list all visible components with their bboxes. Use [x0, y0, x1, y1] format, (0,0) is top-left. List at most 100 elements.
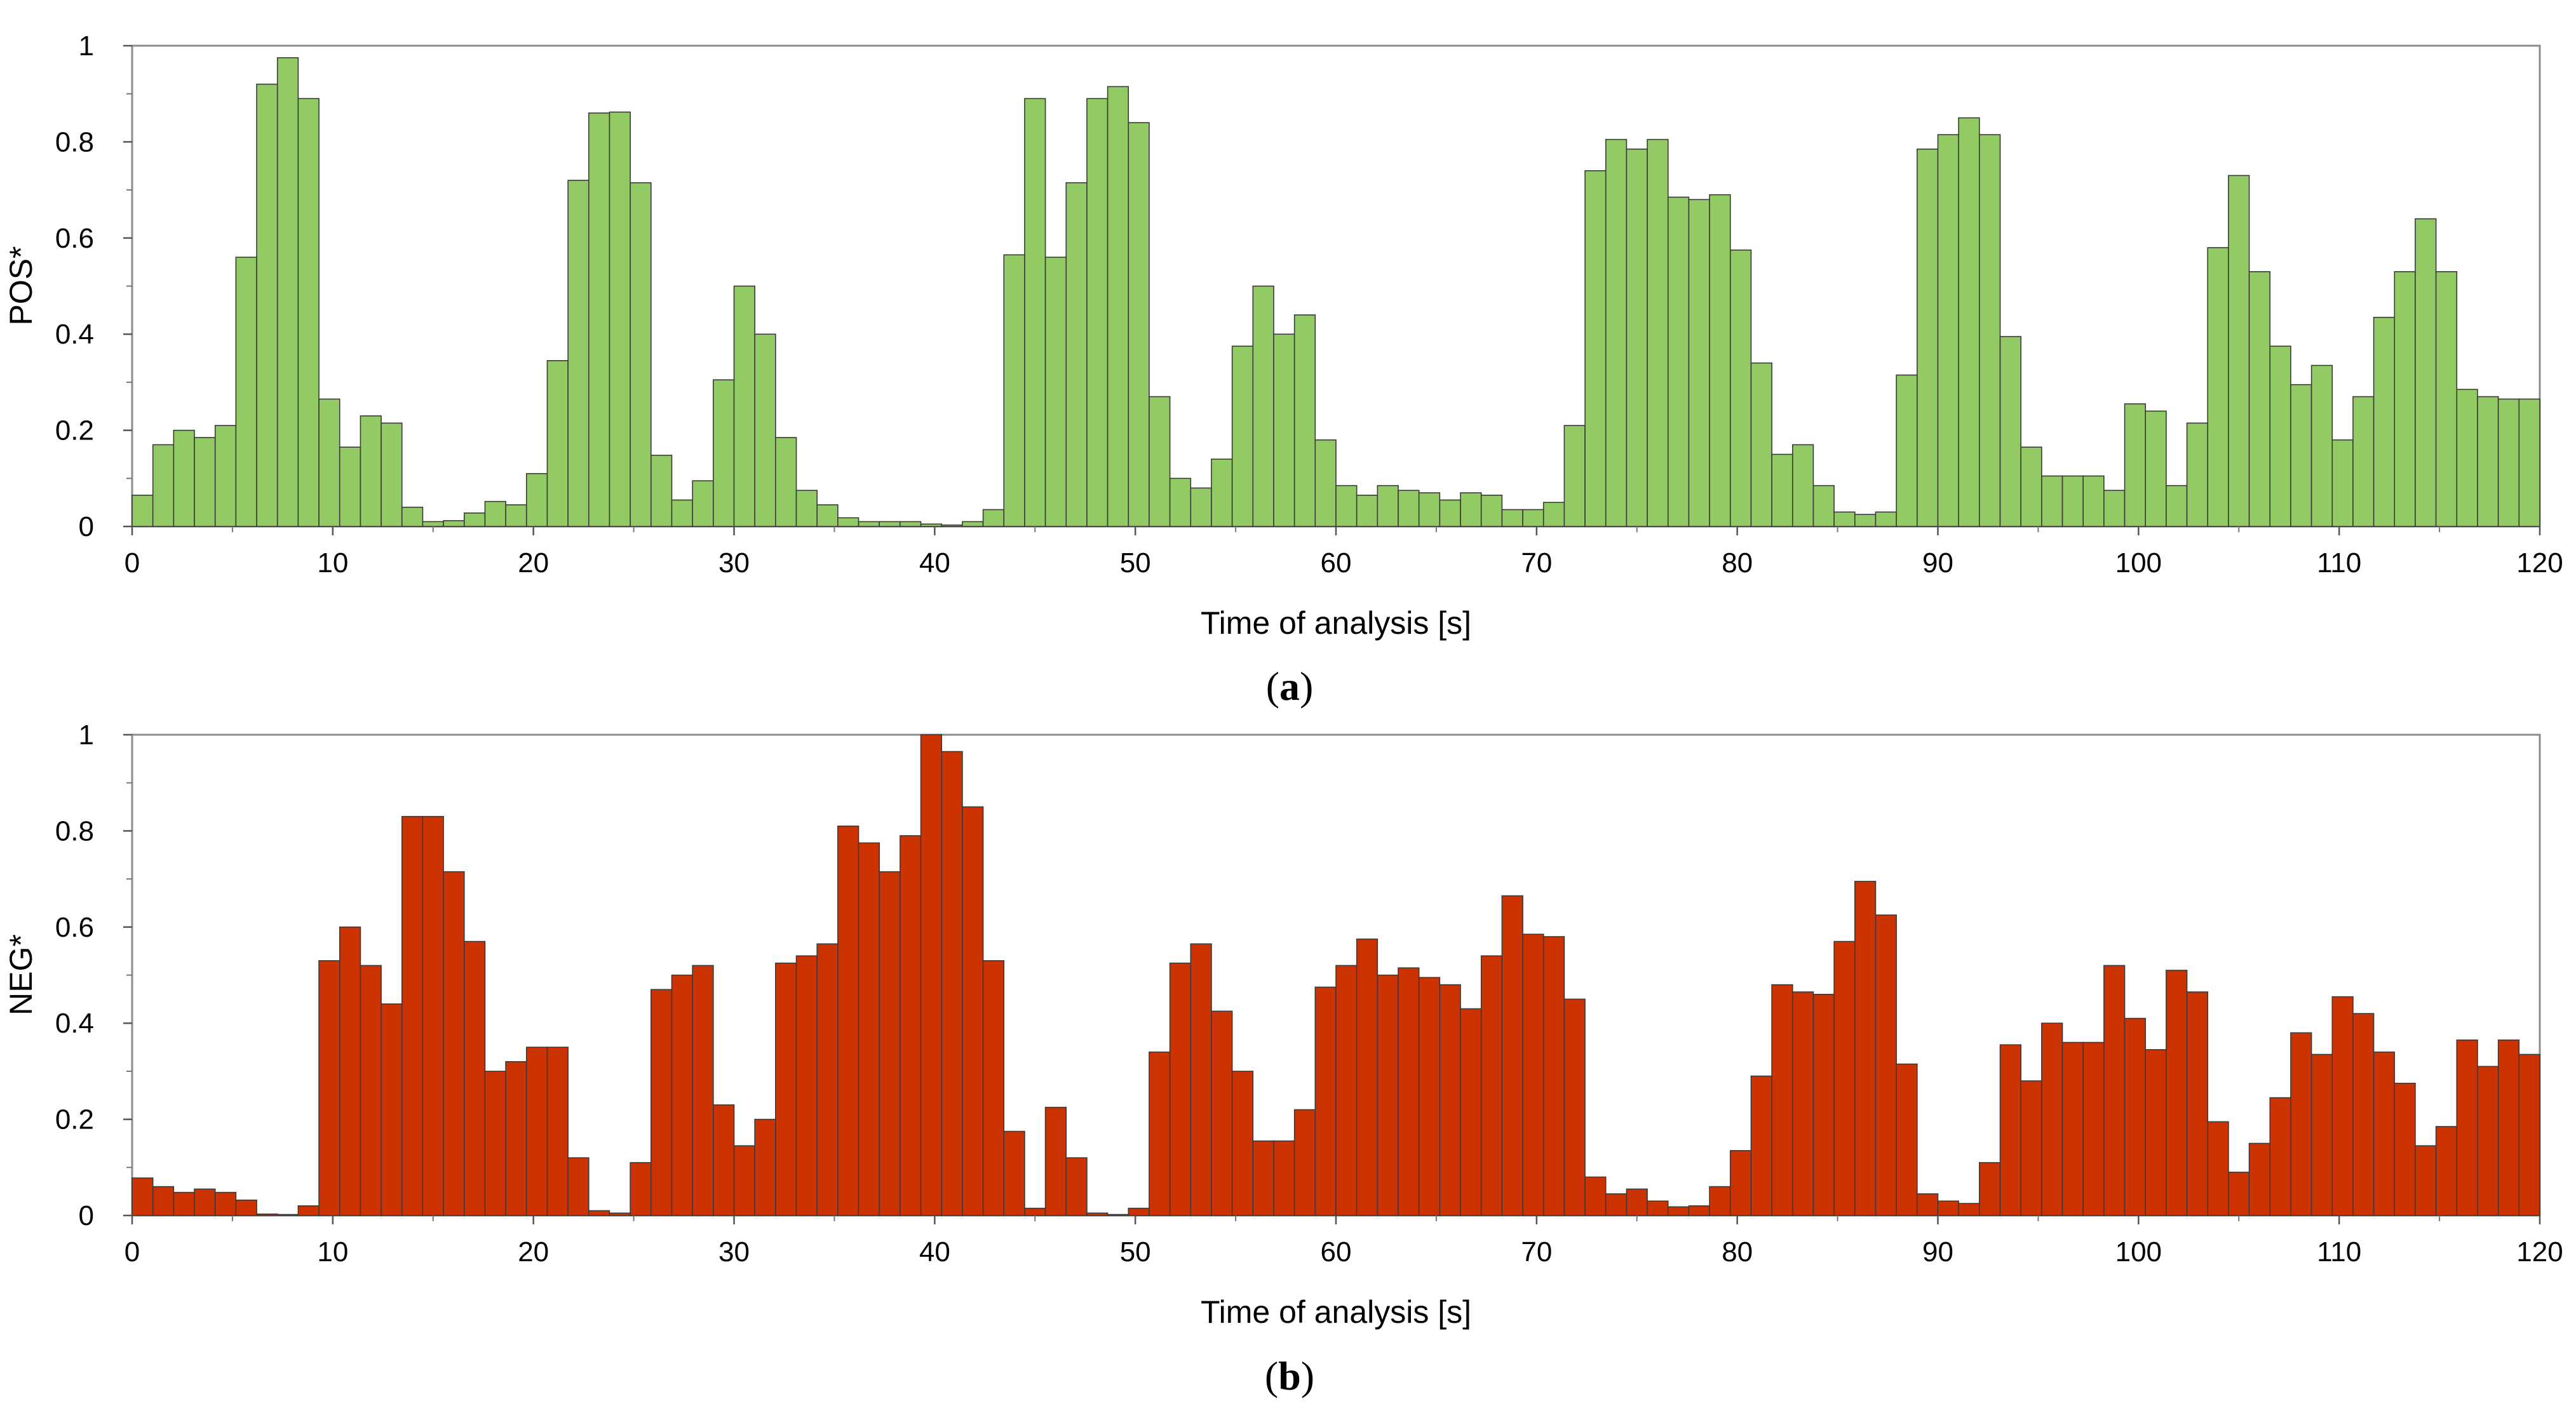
bar-b-41 [982, 960, 1005, 1216]
bar-a-62 [1418, 492, 1441, 527]
bar-a-49 [1149, 396, 1171, 527]
bar-a-58 [1335, 485, 1358, 527]
bar-b-80 [1791, 991, 1814, 1216]
bar-b-102 [2248, 1142, 2271, 1216]
bar-b-85 [1896, 1063, 1918, 1216]
ytick-label-a-0: 0 [79, 511, 94, 542]
bar-a-109 [2394, 271, 2416, 527]
bar-a-99 [2186, 422, 2209, 527]
bar-b-93 [2061, 1041, 2084, 1216]
bar-a-18 [505, 504, 527, 527]
caption-letter-a: a [1279, 664, 1300, 709]
bar-a-29 [733, 285, 755, 527]
bar-a-45 [1065, 182, 1088, 527]
bar-b-39 [941, 751, 963, 1216]
bar-a-61 [1398, 490, 1420, 527]
bar-b-86 [1917, 1193, 1939, 1216]
bar-a-96 [2124, 403, 2147, 527]
bar-b-109 [2394, 1083, 2416, 1216]
bar-a-56 [1293, 314, 1316, 527]
bar-a-63 [1439, 499, 1461, 527]
bar-b-12 [381, 1003, 403, 1216]
xtick-label-b-4: 40 [919, 1236, 950, 1268]
xtick-label-b-10: 100 [2115, 1236, 2162, 1268]
bar-b-75 [1688, 1205, 1710, 1216]
bar-a-102 [2248, 271, 2271, 527]
ytick-label-a-5: 1 [79, 30, 94, 62]
xtick-label-a-1: 10 [317, 547, 348, 579]
ytick-label-b-4: 0.8 [55, 815, 94, 847]
bar-a-5 [235, 257, 257, 527]
bar-a-6 [256, 83, 278, 527]
xtick-label-b-3: 30 [718, 1236, 750, 1268]
bar-a-111 [2435, 271, 2458, 527]
bar-a-114 [2497, 398, 2520, 527]
bar-a-101 [2228, 175, 2250, 527]
bar-b-9 [318, 960, 341, 1216]
bar-a-105 [2310, 365, 2333, 527]
bar-a-64 [1460, 492, 1482, 527]
bar-a-85 [1896, 374, 1918, 527]
bar-a-77 [1729, 249, 1752, 527]
bar-a-28 [713, 379, 735, 527]
bar-b-11 [360, 965, 382, 1216]
bar-a-66 [1501, 509, 1523, 527]
ytick-label-b-3: 0.6 [55, 912, 94, 943]
bar-b-83 [1854, 881, 1877, 1216]
bar-a-100 [2207, 247, 2229, 527]
bar-b-10 [339, 927, 361, 1216]
bar-b-15 [443, 871, 465, 1216]
bar-b-23 [609, 1212, 631, 1216]
bar-a-36 [879, 521, 901, 527]
bar-b-108 [2373, 1051, 2396, 1216]
xtick-label-a-11: 110 [2317, 547, 2361, 579]
bar-b-66 [1501, 895, 1523, 1216]
bar-a-32 [795, 490, 818, 527]
ytick-label-a-3: 0.6 [55, 223, 94, 254]
bar-b-20 [546, 1047, 569, 1216]
bar-a-53 [1231, 345, 1254, 527]
xtick-label-b-9: 90 [1922, 1236, 1953, 1268]
bar-a-30 [754, 333, 776, 527]
bar-b-37 [900, 835, 922, 1216]
bar-b-31 [775, 962, 797, 1216]
bar-a-80 [1791, 444, 1814, 527]
bar-b-114 [2497, 1039, 2520, 1216]
ytick-label-a-2: 0.4 [55, 319, 94, 350]
caption-a: (a) [1266, 664, 1314, 709]
bar-a-12 [381, 422, 403, 527]
bar-b-70 [1584, 1176, 1607, 1216]
bar-b-45 [1065, 1157, 1088, 1216]
bar-b-64 [1460, 1008, 1482, 1216]
bar-b-26 [671, 974, 693, 1216]
bar-b-99 [2186, 991, 2209, 1216]
bar-a-16 [463, 512, 486, 527]
xtick-label-a-0: 0 [125, 547, 140, 579]
bar-a-78 [1750, 362, 1772, 527]
bar-b-76 [1709, 1186, 1731, 1216]
bar-a-21 [567, 180, 590, 527]
bar-a-23 [609, 111, 631, 527]
bar-a-115 [2518, 398, 2540, 527]
xtick-label-b-1: 10 [317, 1236, 348, 1268]
ytick-label-b-1: 0.2 [55, 1104, 94, 1135]
bar-b-32 [795, 955, 818, 1216]
bar-a-7 [276, 57, 299, 527]
xtick-label-b-12: 120 [2516, 1236, 2563, 1268]
bar-b-60 [1377, 974, 1399, 1216]
bar-b-16 [463, 941, 486, 1216]
bar-b-98 [2166, 970, 2188, 1216]
bar-b-48 [1128, 1207, 1150, 1216]
bar-a-74 [1667, 196, 1690, 527]
bar-a-84 [1875, 511, 1897, 527]
bar-a-50 [1169, 478, 1192, 527]
bar-b-94 [2082, 1041, 2105, 1216]
bar-b-18 [505, 1061, 527, 1216]
bar-a-55 [1273, 333, 1295, 527]
bar-a-20 [546, 360, 569, 527]
bar-a-95 [2103, 490, 2126, 527]
axes-a: 0 10 20 30 40 50 60 70 80 90 100 110 120 0 0.2 0.4 0.6 0.… [55, 30, 2563, 579]
bar-a-0 [131, 494, 154, 527]
bar-a-81 [1812, 485, 1835, 527]
bar-a-44 [1044, 257, 1067, 527]
